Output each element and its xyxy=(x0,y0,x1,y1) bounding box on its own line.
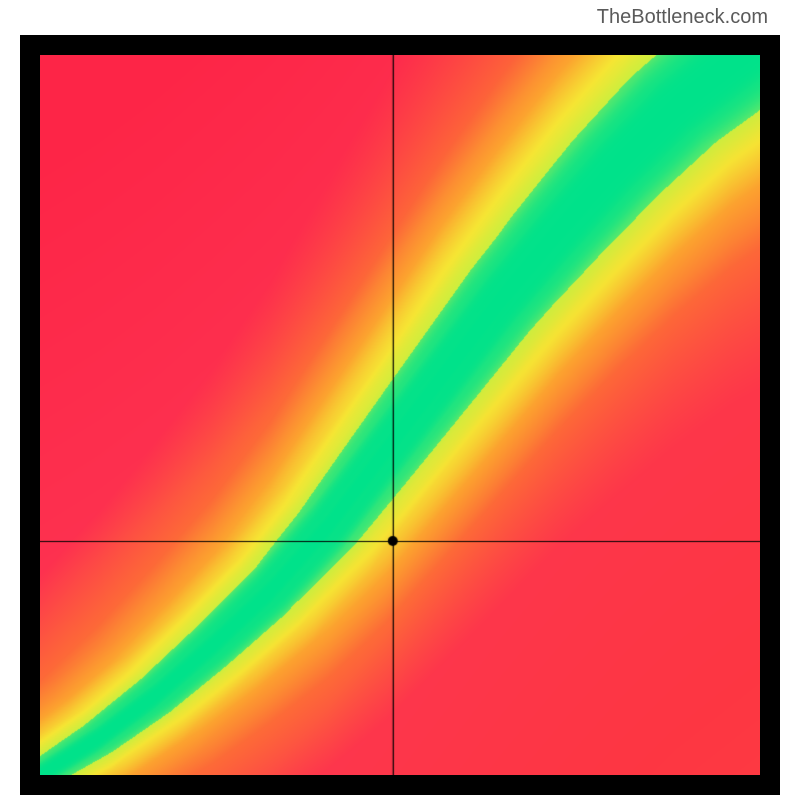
attribution-text: TheBottleneck.com xyxy=(597,6,768,29)
heatmap-canvas xyxy=(40,55,760,775)
chart-frame xyxy=(20,35,780,795)
